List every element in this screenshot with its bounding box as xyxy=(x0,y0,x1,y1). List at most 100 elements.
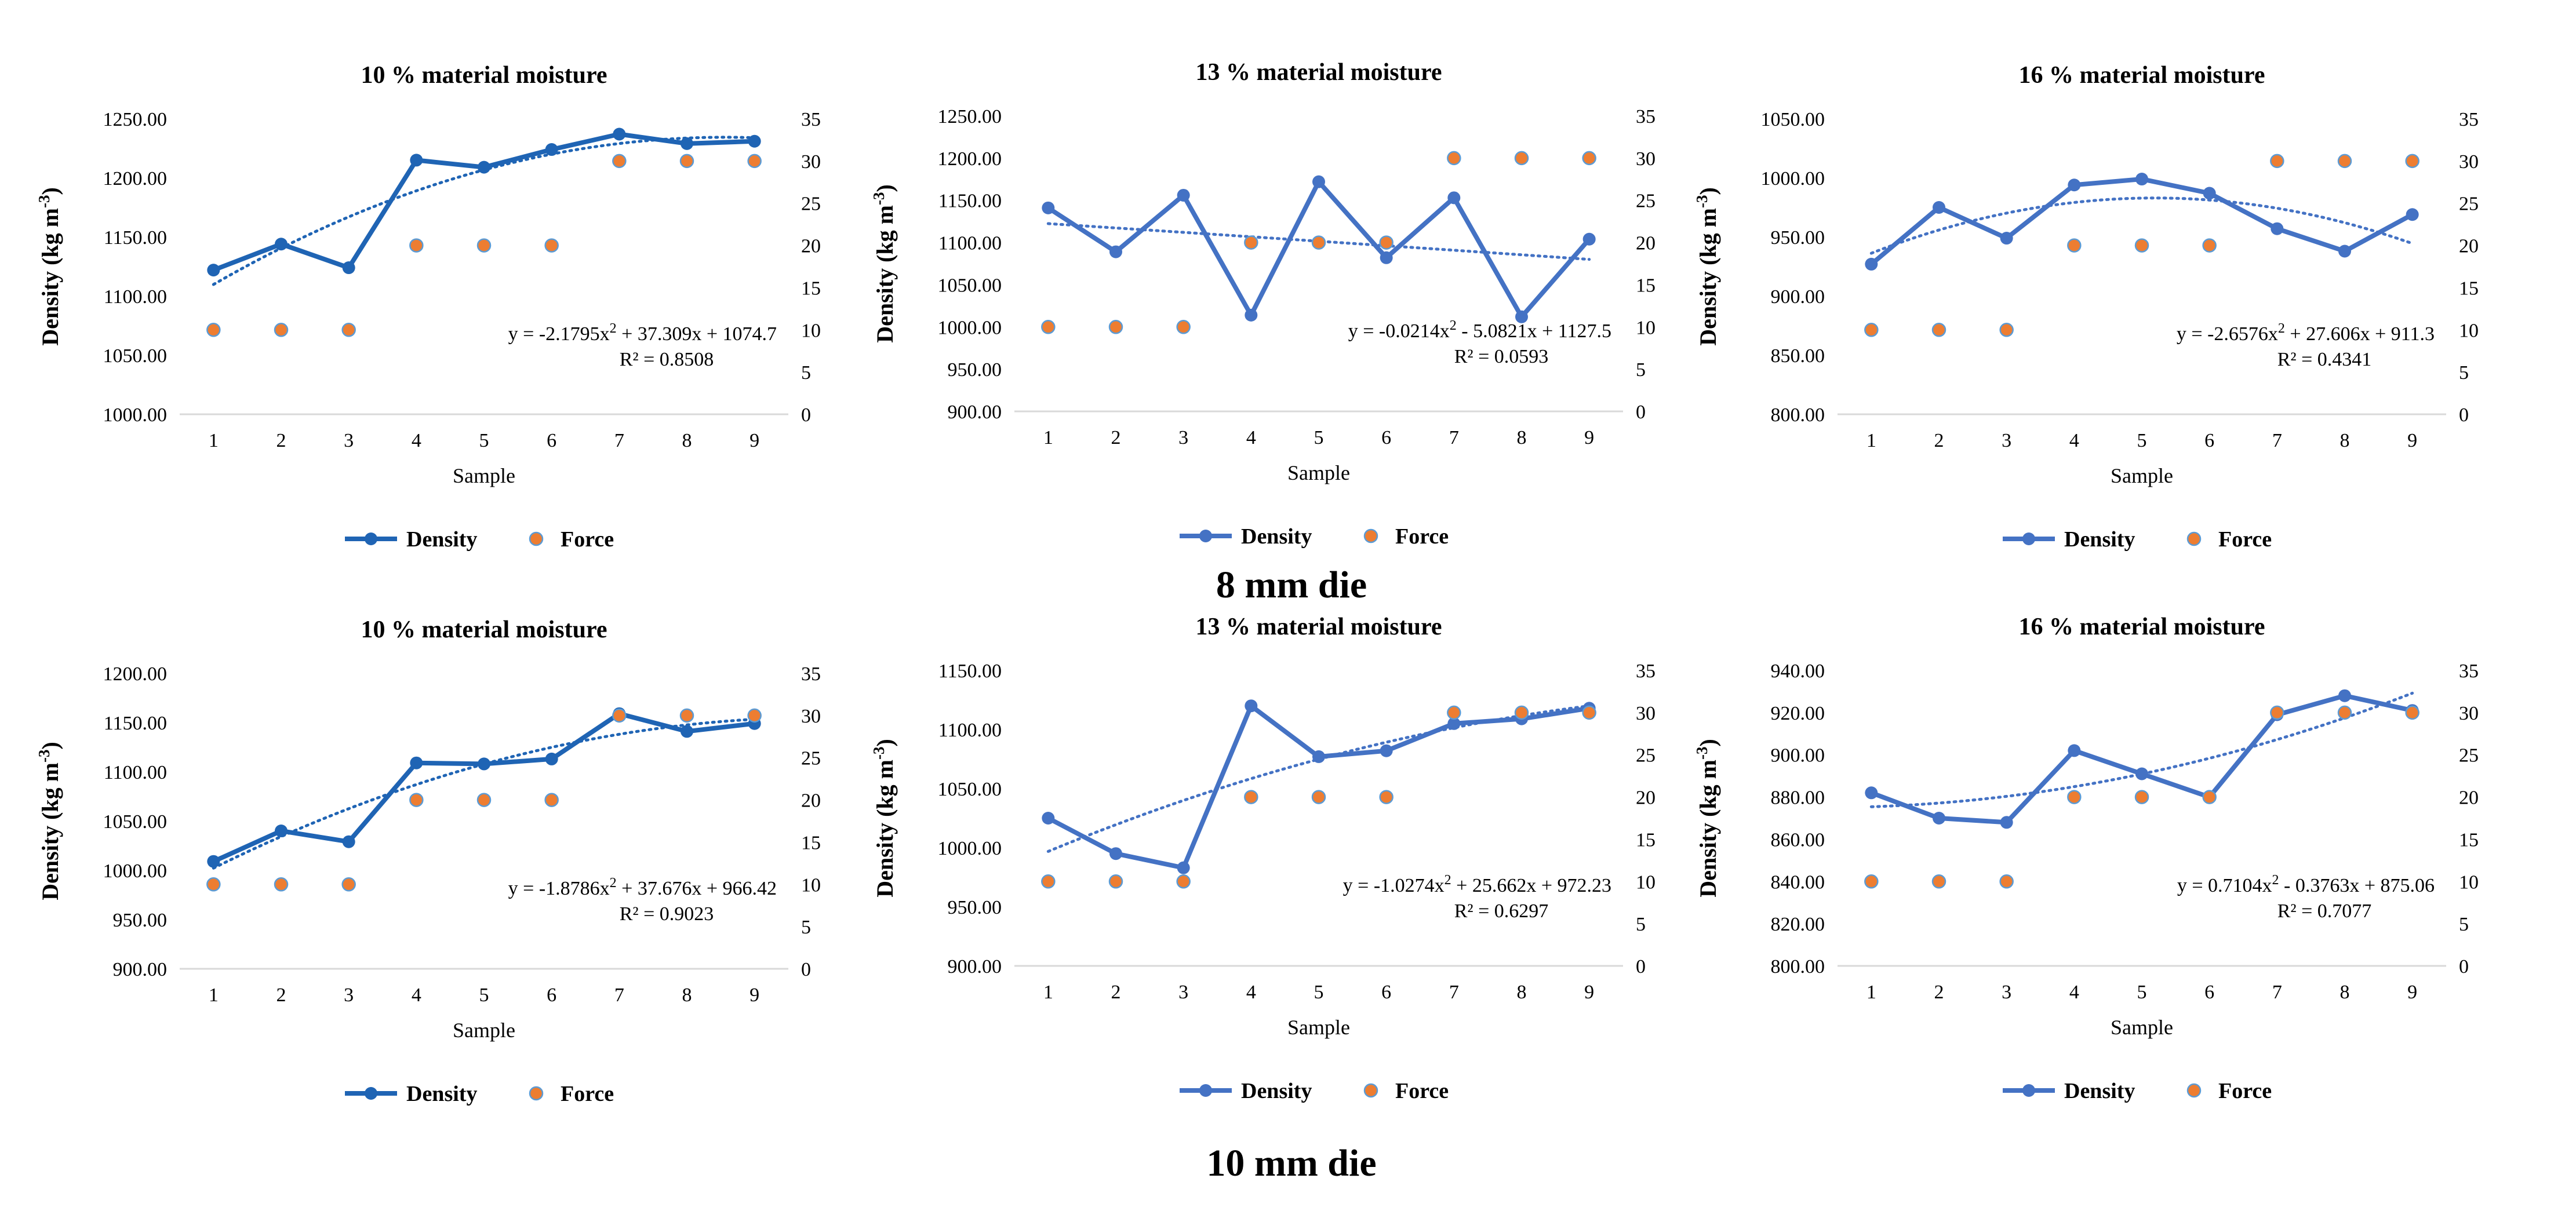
density-point xyxy=(1380,251,1393,264)
force-point xyxy=(679,708,694,723)
y-right-tick-label: 10 xyxy=(801,874,821,896)
x-tick-label: 6 xyxy=(547,984,556,1006)
density-point xyxy=(410,154,423,167)
y-right-tick-label: 35 xyxy=(2459,109,2479,130)
y-left-tick-label: 950.00 xyxy=(113,910,168,931)
chart-svg: 10 % material moisture 900.00 950.00 1000.0… xyxy=(35,617,864,1106)
x-axis-title: Sample xyxy=(453,1019,515,1042)
y-left-tick-label: 1050.00 xyxy=(1761,109,1825,130)
x-tick-label: 9 xyxy=(749,430,759,451)
legend-force-label: Force xyxy=(2218,1079,2272,1103)
y-right-tick-label: 20 xyxy=(1636,787,1656,809)
x-tick-label: 3 xyxy=(344,430,354,451)
density-point xyxy=(1042,201,1055,214)
y-right-tick-label: 25 xyxy=(2459,194,2479,215)
y-left-tick-label: 1000.00 xyxy=(1761,168,1825,189)
trendline-r-squared: R² = 0.6297 xyxy=(1454,900,1549,922)
x-axis-title: Sample xyxy=(453,464,515,487)
chart-title: 10 % material moisture xyxy=(361,617,607,643)
y-right-tick-label: 30 xyxy=(801,706,821,727)
y-axis-right-title: Compression force (kN) xyxy=(2496,148,2498,384)
force-point xyxy=(2202,790,2217,804)
x-tick-label: 5 xyxy=(2137,982,2147,1003)
density-point xyxy=(613,127,626,141)
chart-title: 10 % material moisture xyxy=(361,62,607,89)
force-point xyxy=(1379,235,1393,250)
y-right-tick-label: 5 xyxy=(801,917,811,938)
density-point xyxy=(410,756,423,769)
y-axis-right-title: Compression orce (kN) xyxy=(2496,704,2498,932)
y-right-tick-label: 20 xyxy=(801,236,821,257)
density-point xyxy=(2000,816,2013,829)
trendline-equation: y = -1.8786x2 + 37.676x + 966.42 xyxy=(508,876,777,899)
density-point xyxy=(342,835,355,848)
trendline-r-squared: R² = 0.9023 xyxy=(620,903,714,925)
x-tick-label: 6 xyxy=(547,430,556,451)
force-point xyxy=(274,323,289,337)
legend-density-label: Density xyxy=(1241,1079,1312,1103)
force-point xyxy=(1176,874,1191,889)
density-point xyxy=(478,757,490,771)
density-trendline xyxy=(1046,222,1591,261)
force-point xyxy=(2337,154,2352,169)
x-tick-label: 3 xyxy=(2002,982,2011,1003)
y-right-tick-label: 25 xyxy=(801,194,821,215)
y-right-tick-label: 15 xyxy=(2459,829,2479,851)
trendline-r-squared: R² = 0.7077 xyxy=(2277,900,2372,922)
y-left-tick-label: 1150.00 xyxy=(938,661,1002,682)
chart-title: 13 % material moisture xyxy=(1196,59,1442,86)
y-left-tick-label: 900.00 xyxy=(948,402,1002,423)
y-left-tick-label: 1000.00 xyxy=(103,860,168,882)
x-tick-label: 4 xyxy=(412,430,421,451)
y-right-tick-label: 35 xyxy=(1636,661,1656,682)
density-point xyxy=(275,238,288,251)
x-tick-label: 7 xyxy=(614,984,624,1006)
legend-force-label: Force xyxy=(2218,527,2272,552)
y-left-tick-label: 950.00 xyxy=(1771,227,1825,249)
y-left-tick-label: 1000.00 xyxy=(103,404,168,426)
x-tick-label: 4 xyxy=(412,984,421,1006)
y-right-tick-label: 5 xyxy=(801,362,811,384)
density-point xyxy=(1865,257,1878,271)
force-point xyxy=(1041,320,1056,334)
density-point xyxy=(1109,847,1122,860)
y-right-tick-label: 35 xyxy=(801,663,821,685)
density-point xyxy=(207,264,220,277)
density-point xyxy=(748,134,761,148)
y-left-tick-label: 1050.00 xyxy=(103,345,168,367)
y-left-tick-label: 1200.00 xyxy=(103,168,168,189)
chart-panel-10mm-13-moisture: 13 % material moisture 900.00 950.00 1000.0… xyxy=(852,607,1699,1117)
y-right-tick-label: 30 xyxy=(1636,703,1656,724)
force-point xyxy=(2405,705,2419,720)
trendline-r-squared: R² = 0.0593 xyxy=(1454,346,1549,367)
y-right-tick-label: 5 xyxy=(2459,362,2469,384)
x-tick-label: 6 xyxy=(2204,430,2214,451)
y-right-tick-label: 30 xyxy=(2459,151,2479,173)
density-point xyxy=(681,725,693,738)
y-left-tick-label: 1100.00 xyxy=(938,720,1002,741)
force-point xyxy=(544,238,559,253)
y-right-tick-label: 0 xyxy=(1636,402,1646,423)
chart-svg: 16 % material moisture 800.00 820.00 840.00… xyxy=(1693,614,2522,1103)
density-point xyxy=(1865,786,1878,800)
x-tick-label: 2 xyxy=(1934,982,1944,1003)
force-point xyxy=(679,154,694,169)
x-tick-label: 8 xyxy=(2340,982,2350,1003)
y-left-tick-label: 1100.00 xyxy=(104,286,167,308)
x-tick-label: 8 xyxy=(1517,982,1527,1003)
legend-density-label: Density xyxy=(406,1082,477,1106)
force-point xyxy=(2202,238,2217,253)
x-tick-label: 5 xyxy=(1314,982,1324,1003)
y-right-tick-label: 15 xyxy=(801,278,821,299)
force-point xyxy=(206,323,221,337)
y-right-tick-label: 25 xyxy=(1636,745,1656,767)
y-left-tick-label: 1000.00 xyxy=(938,317,1002,338)
density-point xyxy=(2068,178,2081,192)
force-point xyxy=(476,238,492,253)
y-right-tick-label: 20 xyxy=(2459,236,2479,257)
force-point xyxy=(1311,235,1326,250)
y-right-tick-label: 0 xyxy=(801,959,811,980)
x-tick-label: 1 xyxy=(1866,982,1876,1003)
density-point xyxy=(1515,310,1528,323)
x-tick-label: 8 xyxy=(682,430,692,451)
